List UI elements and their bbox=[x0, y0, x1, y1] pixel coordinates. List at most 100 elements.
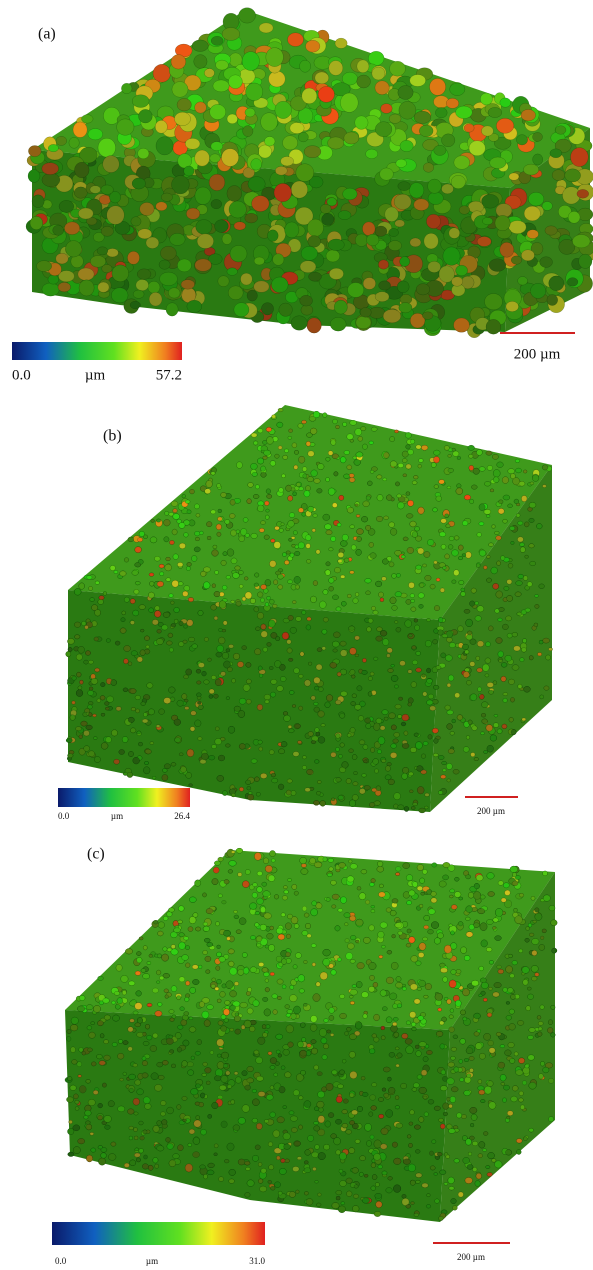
grain bbox=[242, 52, 259, 71]
grain bbox=[213, 80, 229, 92]
grain bbox=[293, 492, 297, 496]
grain bbox=[203, 582, 210, 589]
grain bbox=[170, 540, 175, 544]
grain bbox=[304, 680, 310, 686]
grain bbox=[269, 599, 274, 604]
grain bbox=[150, 537, 157, 543]
grain bbox=[183, 640, 187, 643]
grain bbox=[465, 650, 469, 654]
grain bbox=[380, 598, 384, 602]
grain bbox=[408, 703, 412, 706]
grain bbox=[168, 288, 180, 298]
grain bbox=[247, 499, 252, 504]
grain bbox=[471, 753, 475, 757]
grain bbox=[383, 309, 401, 323]
grain bbox=[266, 48, 284, 67]
grain bbox=[411, 807, 415, 810]
grain bbox=[398, 463, 404, 467]
grain bbox=[261, 585, 267, 590]
grain bbox=[382, 577, 387, 581]
grain bbox=[355, 504, 359, 507]
grain bbox=[229, 514, 235, 519]
grain bbox=[277, 422, 283, 427]
grain bbox=[210, 104, 226, 119]
grain bbox=[252, 472, 257, 476]
grain bbox=[455, 693, 460, 698]
grain bbox=[196, 693, 201, 697]
grain bbox=[136, 709, 140, 713]
grain bbox=[401, 722, 406, 726]
grain bbox=[425, 793, 429, 796]
grain bbox=[280, 676, 286, 681]
grain bbox=[380, 726, 385, 730]
grain bbox=[190, 489, 195, 494]
grain bbox=[233, 573, 240, 579]
grain bbox=[477, 606, 484, 612]
grain bbox=[89, 687, 93, 690]
grain bbox=[164, 537, 169, 542]
grain bbox=[395, 482, 399, 486]
grain bbox=[430, 584, 435, 589]
grain bbox=[294, 668, 300, 674]
grain bbox=[336, 425, 340, 429]
grain bbox=[261, 521, 266, 525]
grain bbox=[398, 86, 413, 100]
grain bbox=[264, 137, 275, 147]
grain bbox=[428, 192, 443, 205]
grain bbox=[133, 757, 140, 764]
grain bbox=[315, 72, 329, 84]
grain bbox=[211, 510, 216, 514]
grain bbox=[252, 196, 270, 212]
grain bbox=[481, 126, 493, 136]
grain bbox=[32, 195, 44, 208]
grain bbox=[370, 1135, 374, 1139]
grain bbox=[117, 119, 134, 135]
grain bbox=[389, 562, 394, 567]
grain bbox=[323, 617, 328, 622]
grain bbox=[363, 745, 368, 750]
grain bbox=[323, 413, 327, 418]
grain bbox=[471, 485, 477, 489]
grain bbox=[169, 648, 173, 652]
grain bbox=[540, 695, 544, 699]
grain bbox=[325, 702, 330, 708]
grain bbox=[124, 646, 131, 652]
grain bbox=[375, 226, 387, 236]
grain bbox=[221, 672, 226, 676]
grain bbox=[72, 676, 76, 680]
grain bbox=[295, 545, 299, 549]
grain bbox=[496, 536, 502, 540]
grain bbox=[396, 159, 407, 167]
grain bbox=[353, 456, 357, 459]
grain bbox=[135, 563, 141, 567]
grain bbox=[172, 82, 188, 98]
grain bbox=[159, 260, 170, 269]
grain bbox=[386, 495, 392, 501]
grain bbox=[254, 607, 259, 612]
grain bbox=[161, 193, 172, 201]
grain bbox=[311, 696, 316, 700]
grain bbox=[510, 526, 515, 530]
grain bbox=[486, 451, 492, 455]
grain bbox=[365, 900, 369, 904]
grain bbox=[545, 226, 557, 235]
grain bbox=[390, 597, 396, 604]
grain bbox=[336, 607, 341, 611]
grain bbox=[275, 166, 287, 175]
grain bbox=[298, 542, 304, 549]
grain bbox=[409, 183, 424, 199]
grain bbox=[247, 290, 257, 301]
scale-bar-label: 200 µm bbox=[477, 806, 505, 816]
grain bbox=[487, 682, 494, 687]
grain bbox=[253, 441, 258, 445]
grain bbox=[446, 98, 459, 108]
grain bbox=[438, 791, 442, 795]
grain bbox=[314, 707, 320, 712]
grain bbox=[432, 699, 438, 704]
grain bbox=[282, 632, 289, 639]
grain bbox=[331, 536, 336, 541]
grain bbox=[171, 55, 186, 70]
grain bbox=[121, 83, 132, 94]
grain bbox=[407, 547, 414, 553]
grain bbox=[251, 759, 257, 763]
